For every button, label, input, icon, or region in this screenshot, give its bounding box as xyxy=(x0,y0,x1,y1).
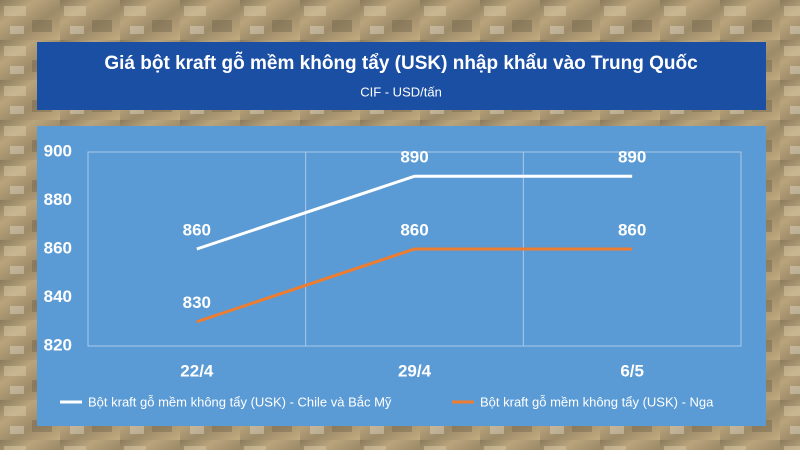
y-tick-label: 860 xyxy=(44,238,72,257)
y-tick-label: 840 xyxy=(44,287,72,306)
data-label: 890 xyxy=(618,148,646,167)
data-label: 860 xyxy=(400,220,428,239)
y-tick-label: 820 xyxy=(44,335,72,354)
y-tick-label: 880 xyxy=(44,190,72,209)
chart-panel xyxy=(37,126,766,426)
plot-frame xyxy=(87,151,742,347)
series-line xyxy=(196,174,633,251)
x-tick-label: 6/5 xyxy=(620,361,644,380)
chart-title: Giá bột kraft gỗ mềm không tẩy (USK) nhậ… xyxy=(104,52,698,74)
data-label: 860 xyxy=(618,220,646,239)
data-label: 890 xyxy=(400,148,428,167)
x-tick-label: 29/4 xyxy=(398,361,432,380)
legend-label: Bột kraft gỗ mềm không tẩy (USK) - Nga xyxy=(480,394,714,409)
y-tick-label: 900 xyxy=(44,141,72,160)
data-label: 860 xyxy=(183,220,211,239)
legend-label: Bột kraft gỗ mềm không tẩy (USK) - Chile… xyxy=(88,394,392,409)
series-line xyxy=(196,247,633,324)
x-tick-label: 22/4 xyxy=(180,361,214,380)
title-box xyxy=(37,42,766,110)
chart-subtitle: CIF - USD/tấn xyxy=(360,84,442,99)
data-label: 830 xyxy=(183,293,211,312)
